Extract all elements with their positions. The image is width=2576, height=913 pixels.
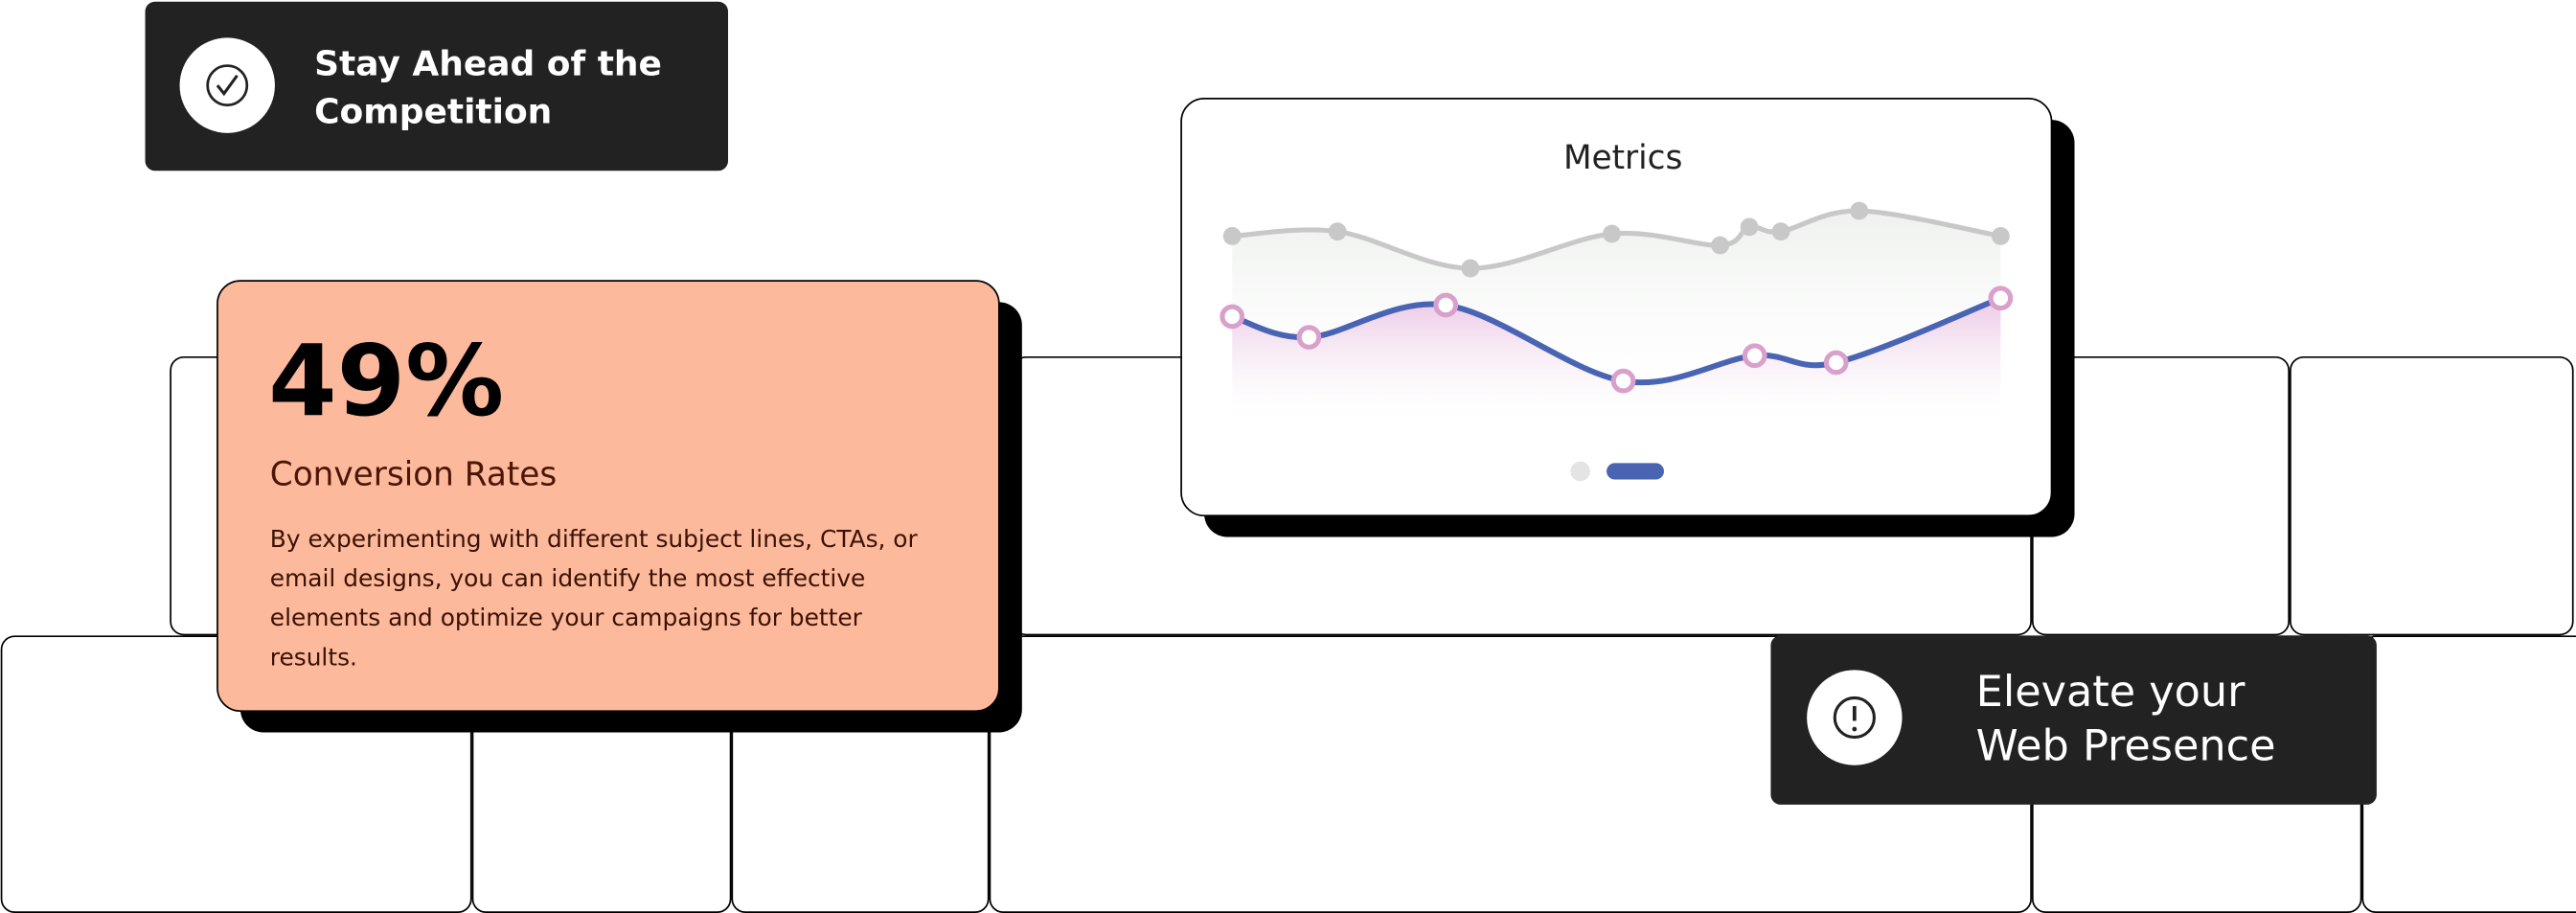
badge-text: Elevate your bbox=[1976, 667, 2245, 717]
point bbox=[1461, 259, 1480, 278]
stat-description: elements and optimize your campaigns for… bbox=[270, 604, 863, 631]
area bbox=[1232, 298, 2001, 427]
pager-dot[interactable] bbox=[1570, 461, 1590, 482]
point bbox=[1433, 292, 1459, 318]
stat-description: email designs, you can identify the most… bbox=[270, 564, 866, 592]
metrics-card: Metrics bbox=[1180, 97, 2075, 537]
stat-description: results. bbox=[270, 643, 357, 671]
badge: Stay Ahead of the Competition bbox=[145, 1, 729, 171]
point bbox=[1742, 343, 1767, 369]
point bbox=[1222, 227, 1242, 245]
stat-title: Conversion Rates bbox=[270, 456, 557, 494]
point bbox=[1988, 285, 2014, 311]
chart-title: Metrics bbox=[1563, 139, 1682, 177]
stat-description: By experimenting with different subject … bbox=[270, 525, 919, 553]
point bbox=[1991, 227, 2010, 245]
badge-text: Stay Ahead of the bbox=[314, 45, 662, 84]
point bbox=[1603, 224, 1621, 243]
point bbox=[1771, 222, 1790, 241]
point bbox=[1296, 325, 1322, 350]
stat-value: 49% bbox=[268, 325, 504, 439]
pager-dot-active[interactable] bbox=[1607, 463, 1665, 480]
badge-text: Web Presence bbox=[1976, 721, 2276, 771]
point bbox=[1711, 236, 1730, 255]
point bbox=[1610, 368, 1636, 394]
point bbox=[1328, 222, 1347, 241]
point bbox=[1220, 304, 1245, 330]
badge: Elevate your Web Presence bbox=[1770, 635, 2377, 805]
stat-card: 49% Conversion Rates By experimenting wi… bbox=[217, 280, 1022, 733]
line bbox=[1232, 208, 2001, 271]
point bbox=[1823, 350, 1849, 376]
point bbox=[1850, 201, 1869, 220]
point bbox=[1740, 217, 1759, 237]
badge-text: Competition bbox=[314, 92, 552, 131]
